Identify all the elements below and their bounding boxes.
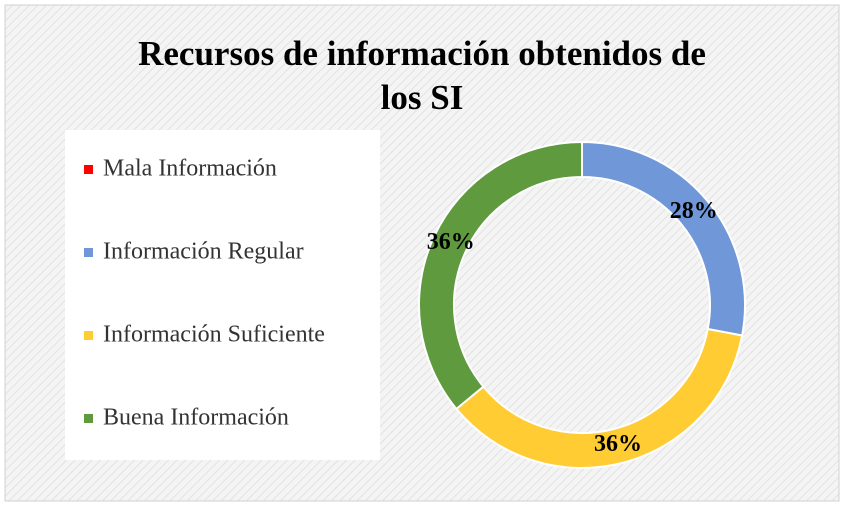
data-label: 36% <box>594 431 642 457</box>
chart-title: Recursos de información obtenidos de los… <box>138 34 706 117</box>
legend-marker <box>84 331 93 340</box>
legend-marker <box>84 165 93 174</box>
data-label: 28% <box>670 198 718 224</box>
data-label: 36% <box>427 229 475 255</box>
legend-box <box>65 130 380 460</box>
legend-label: Información Suficiente <box>103 322 325 348</box>
legend-marker <box>84 414 93 423</box>
donut-segment <box>418 140 583 411</box>
legend-label: Mala Información <box>103 156 277 182</box>
legend-label: Buena Información <box>103 405 289 431</box>
legend-label: Información Regular <box>103 239 304 265</box>
legend-marker <box>84 248 93 257</box>
